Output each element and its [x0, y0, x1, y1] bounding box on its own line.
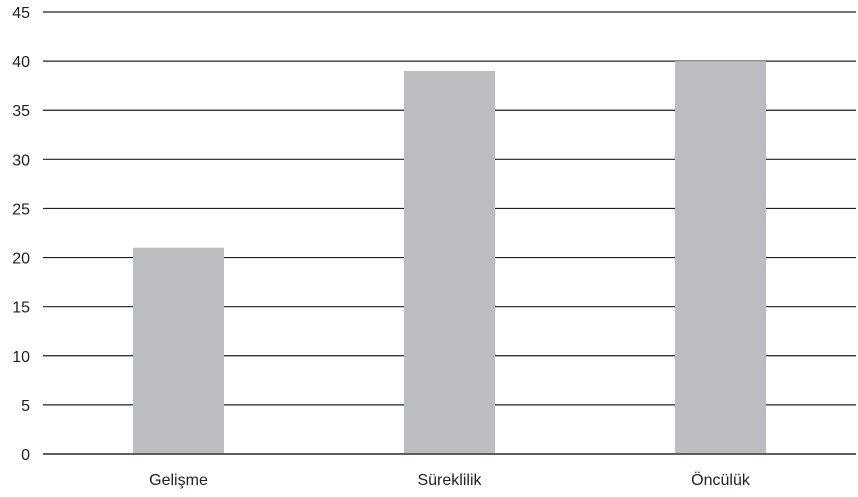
x-tick-label: Gelişme	[149, 472, 208, 489]
bar-0	[133, 247, 224, 454]
x-tick-label: Süreklilik	[417, 472, 482, 489]
y-tick-label: 30	[12, 152, 30, 169]
y-tick-label: 10	[12, 349, 30, 366]
y-axis-tick-labels: 0 5 10 15 20 25 30 35 40 45	[12, 5, 30, 464]
y-tick-label: 45	[12, 5, 30, 22]
y-tick-label: 35	[12, 103, 30, 120]
y-tick-label: 15	[12, 300, 30, 317]
bar-1	[404, 70, 495, 454]
x-tick-label: Öncülük	[691, 471, 751, 489]
x-axis-tick-labels: Gelişme Süreklilik Öncülük	[149, 471, 751, 489]
y-tick-label: 40	[12, 54, 30, 71]
bars	[133, 61, 766, 454]
bar-2	[675, 61, 766, 454]
y-tick-label: 25	[12, 201, 30, 218]
y-tick-label: 0	[21, 447, 30, 464]
y-tick-label: 20	[12, 251, 30, 268]
y-tick-label: 5	[21, 398, 30, 415]
